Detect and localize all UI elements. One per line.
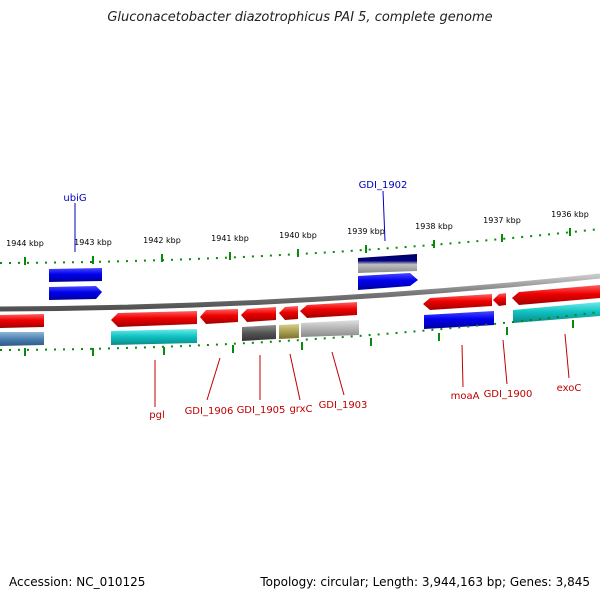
forward-strand-genes (49, 254, 418, 300)
gene-label-GDI_1905: GDI_1905 (237, 405, 286, 416)
tick-label: 1941 kbp (211, 234, 249, 243)
gene-pgl-region[interactable] (111, 311, 197, 327)
gene-GDI_1903[interactable] (300, 302, 357, 318)
gene-labels: ubiG GDI_1902 pgl GDI_1906 GDI_1905 grxC… (63, 180, 581, 421)
genome-backbone (0, 273, 600, 312)
tick-label: 1936 kbp (551, 210, 589, 219)
gene-GDI_1902[interactable] (358, 254, 417, 273)
gene-reverse[interactable] (0, 314, 44, 328)
gene-GDI_1900[interactable] (493, 293, 506, 306)
inner-major-ticks (24, 320, 574, 356)
gene-grxC[interactable] (279, 306, 298, 320)
gene-pgl[interactable] (111, 329, 197, 345)
gene-label-GDI_1903: GDI_1903 (319, 400, 368, 411)
gene-label-GDI_1906: GDI_1906 (185, 406, 234, 417)
accession-label: Accession: NC_010125 (9, 575, 146, 589)
gene-GDI_1905[interactable] (241, 307, 276, 322)
gene-forward[interactable] (49, 286, 102, 300)
gene-label-GDI_1902: GDI_1902 (359, 180, 408, 191)
gene-forward[interactable] (358, 273, 418, 290)
gene-label-GDI_1900: GDI_1900 (484, 389, 533, 400)
gene-label-pgl: pgl (149, 410, 164, 421)
gene-label-moaA: moaA (451, 391, 480, 402)
reverse-strand-genes (0, 285, 600, 346)
gene-moaA[interactable] (423, 294, 492, 310)
gene-ubiG[interactable] (49, 268, 102, 282)
gene-label-ubiG: ubiG (63, 193, 86, 204)
gene-exoC-rna[interactable] (513, 302, 600, 323)
gene-GDI_1905-rna[interactable] (242, 325, 276, 341)
label-leaders (74, 190, 570, 407)
tick-label: 1938 kbp (415, 222, 453, 231)
gene-exoC[interactable] (512, 285, 600, 305)
genome-summary-label: Topology: circular; Length: 3,944,163 bp… (260, 575, 590, 589)
gene-label-exoC: exoC (557, 383, 582, 394)
genome-title: Gluconacetobacter diazotrophicus PAI 5, … (107, 10, 493, 25)
gene-reverse[interactable] (0, 332, 44, 346)
tick-label: 1943 kbp (74, 238, 112, 247)
gene-label-grxC: grxC (289, 404, 312, 415)
tick-label: 1939 kbp (347, 227, 385, 236)
inner-tick-ring (0, 311, 600, 351)
tick-label: 1944 kbp (6, 239, 44, 248)
tick-label: 1940 kbp (279, 231, 317, 240)
gene-GDI_1903-rna[interactable] (301, 320, 359, 337)
outer-major-ticks (24, 228, 571, 265)
tick-label: 1942 kbp (143, 236, 181, 245)
gene-moaA-forward[interactable] (424, 311, 494, 329)
tick-label: 1937 kbp (483, 216, 521, 225)
tick-labels: 1944 kbp 1943 kbp 1942 kbp 1941 kbp 1940… (6, 210, 589, 248)
gene-GDI_1906[interactable] (200, 309, 238, 324)
gene-grxC-rna[interactable] (279, 324, 299, 339)
